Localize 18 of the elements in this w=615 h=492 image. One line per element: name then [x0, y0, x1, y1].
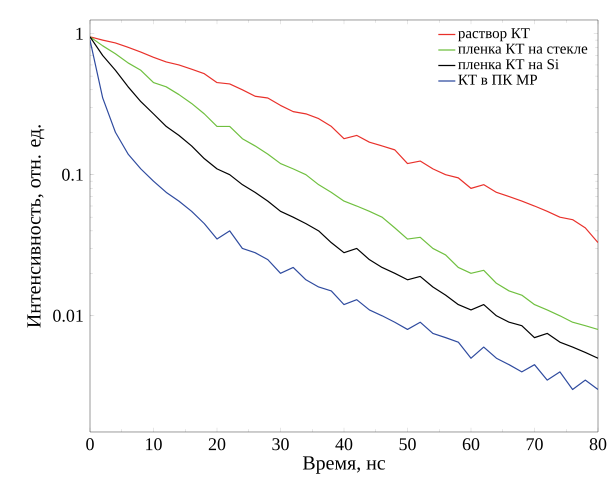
- y-tick-label: 0.01: [53, 310, 83, 322]
- legend-label: раствор КТ: [458, 28, 530, 42]
- x-axis-title: Время, нс: [302, 456, 386, 474]
- x-tick-label: 10: [146, 438, 162, 450]
- x-tick-label: 70: [526, 438, 543, 450]
- x-tick-label: 30: [272, 438, 289, 450]
- legend-label: КТ в ПК МР: [458, 74, 538, 85]
- x-tick-label: 20: [208, 438, 226, 450]
- x-tick-label: 50: [400, 438, 416, 450]
- x-tick-label: 80: [590, 438, 606, 450]
- y-axis-title: Интенсивность, отн. ед.: [27, 125, 44, 328]
- legend-label: пленка КТ на Si: [458, 59, 559, 70]
- legend-label: пленка КТ на стекле: [458, 44, 588, 54]
- x-tick-label: 40: [335, 438, 352, 450]
- y-tick-label: 1: [76, 28, 83, 40]
- x-tick-label: 60: [462, 438, 480, 450]
- x-tick-label: 0: [86, 438, 94, 450]
- y-tick-label: 0.1: [62, 168, 83, 181]
